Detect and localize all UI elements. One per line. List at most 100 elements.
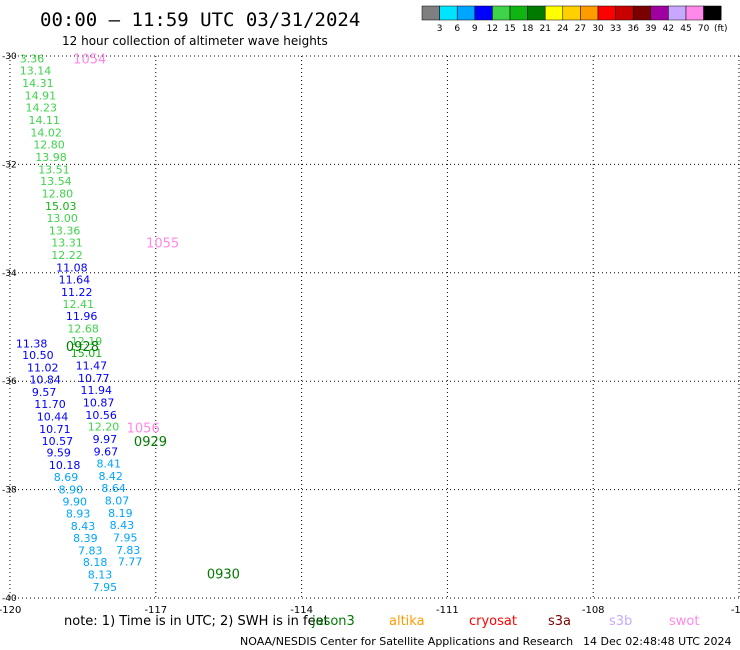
colorbar-swatch — [562, 5, 581, 21]
wave-height-label: 14.91 — [25, 90, 57, 103]
colorbar-swatch — [650, 5, 669, 21]
colorbar-label: 12 — [487, 24, 498, 34]
y-tick-label: -30 — [2, 52, 17, 62]
wave-height-label: 11.02 — [27, 362, 59, 375]
colorbar-label: 33 — [610, 24, 621, 34]
wave-height-label: 10.71 — [39, 423, 71, 436]
wave-height-label: 7.95 — [93, 581, 118, 594]
colorbar-swatch — [492, 5, 511, 21]
satellite-legend-item: s3a — [548, 614, 571, 629]
colorbar-swatch — [685, 5, 704, 21]
colorbar-label: 3 — [437, 24, 443, 34]
wave-height-label: 8.13 — [88, 569, 113, 582]
wave-height-label: 8.90 — [59, 484, 84, 497]
wave-height-label: 13.00 — [46, 212, 77, 225]
x-tick-label: -114 — [290, 605, 313, 616]
wave-height-label: 8.07 — [105, 494, 129, 507]
wave-height-label: 8.39 — [73, 532, 98, 545]
colorbar-swatch — [632, 5, 652, 21]
colorbar-label: 21 — [539, 24, 550, 34]
colorbar-label: 36 — [627, 24, 639, 34]
y-tick-label: -34 — [2, 269, 17, 279]
wave-height-label: 9.57 — [32, 386, 57, 399]
satellite-legend: jason3 altika cryosat s3a s3b swot — [311, 614, 699, 629]
wave-height-label: 11.70 — [34, 398, 66, 411]
wave-height-label: 10.44 — [37, 410, 68, 423]
wave-height-label: 9.90 — [62, 496, 87, 509]
wave-height-label: 13.51 — [38, 163, 70, 176]
y-tick-label: -32 — [2, 160, 17, 170]
y-tick-label: -36 — [2, 377, 17, 387]
wave-height-label: 14.02 — [30, 126, 62, 139]
wave-height-label: 14.11 — [28, 114, 60, 127]
wave-height-label: 9.67 — [94, 446, 119, 459]
wave-height-label: 15.01 — [71, 347, 103, 360]
pass-time-label: 0929 — [134, 435, 167, 450]
pass-time-label: 1056 — [127, 421, 160, 436]
wave-height-label: 12.19 — [71, 335, 103, 348]
colorbar-label: 6 — [454, 24, 460, 34]
satellite-legend-item: jason3 — [311, 614, 355, 629]
satellite-legend-item: altika — [389, 614, 425, 629]
wave-height-label: 11.47 — [76, 359, 108, 372]
y-tick-label: -38 — [2, 486, 17, 496]
wave-height-label: 8.64 — [101, 482, 126, 495]
credit-text: NOAA/NESDIS Center for Satellite Applica… — [240, 635, 573, 648]
colorbar-swatch — [544, 5, 564, 21]
pass-time-label: 1055 — [146, 236, 179, 251]
colorbar-swatch — [439, 5, 458, 21]
wave-height-label: 13.54 — [40, 175, 72, 188]
wave-height-label: 10.18 — [49, 459, 81, 472]
colorbar-label: 27 — [575, 24, 586, 34]
colorbar-label: 9 — [472, 24, 478, 34]
colorbar-label: 39 — [645, 24, 657, 34]
colorbar-label: 42 — [663, 24, 674, 34]
wave-height-label: 12.41 — [62, 298, 94, 311]
x-tick-label: -117 — [144, 605, 167, 616]
chart-subtitle: 12 hour collection of altimeter wave hei… — [62, 34, 328, 48]
x-tick-label: -10 — [731, 605, 740, 616]
wave-height-label: 10.56 — [85, 409, 117, 422]
wave-height-label: 11.64 — [59, 273, 91, 286]
plot-area: -120 -117 -114 -111 -108 -10 -30 -32 -34 -36 -38 -4… — [0, 52, 740, 616]
footnote: note: 1) Time is in UTC; 2) SWH is in fe… — [64, 614, 329, 629]
wave-height-label: 3.36 — [20, 53, 45, 66]
colorbar-unit: (ft) — [714, 24, 728, 34]
satellite-legend-item: cryosat — [469, 614, 517, 629]
colorbar-label: 70 — [698, 24, 710, 34]
colorbar-swatch — [509, 5, 528, 21]
y-tick-label: -40 — [2, 594, 17, 604]
wave-height-label: 15.03 — [45, 200, 77, 213]
wave-height-label: 14.23 — [26, 101, 58, 114]
wave-height-label: 8.69 — [54, 471, 79, 484]
wave-height-label: 8.43 — [71, 520, 96, 533]
wave-height-label: 12.20 — [88, 421, 120, 434]
colorbar-legend: 3 6 9 12 15 18 21 24 27 30 33 36 39 42 45 70 — [421, 5, 722, 34]
x-tick-label: -120 — [0, 605, 21, 616]
wave-height-label: 10.57 — [42, 435, 73, 448]
colorbar-label: 45 — [680, 24, 691, 34]
wave-height-label: 14.31 — [22, 77, 54, 90]
wave-height-label: 11.94 — [80, 384, 112, 397]
wave-height-label: 11.96 — [66, 310, 98, 323]
chart-title: 00:00 – 11:59 UTC 03/31/2024 — [40, 9, 360, 31]
wave-height-label: 11.08 — [56, 261, 88, 274]
satellite-legend-item: s3b — [609, 614, 632, 629]
wave-height-label: 11.22 — [61, 286, 93, 299]
timestamp-text: 14 Dec 02:48:48 UTC 2024 — [583, 635, 731, 648]
colorbar-label: 15 — [504, 24, 515, 34]
wave-height-label: 10.50 — [22, 349, 54, 362]
colorbar-swatch — [474, 5, 493, 21]
wave-height-label: 7.77 — [118, 556, 143, 569]
wave-height-label: 8.19 — [108, 507, 133, 520]
wave-height-label: 10.84 — [29, 374, 61, 387]
colorbar-swatch — [668, 5, 687, 21]
pass-time-label: 0928 — [66, 340, 99, 355]
colorbar-swatch — [703, 5, 722, 21]
pass-time-label: 0930 — [207, 568, 240, 583]
wave-height-label: 7.83 — [116, 544, 141, 557]
colorbar-swatch — [421, 5, 440, 21]
wave-height-label: 10.77 — [78, 372, 110, 385]
wave-height-label: 9.97 — [93, 433, 118, 446]
